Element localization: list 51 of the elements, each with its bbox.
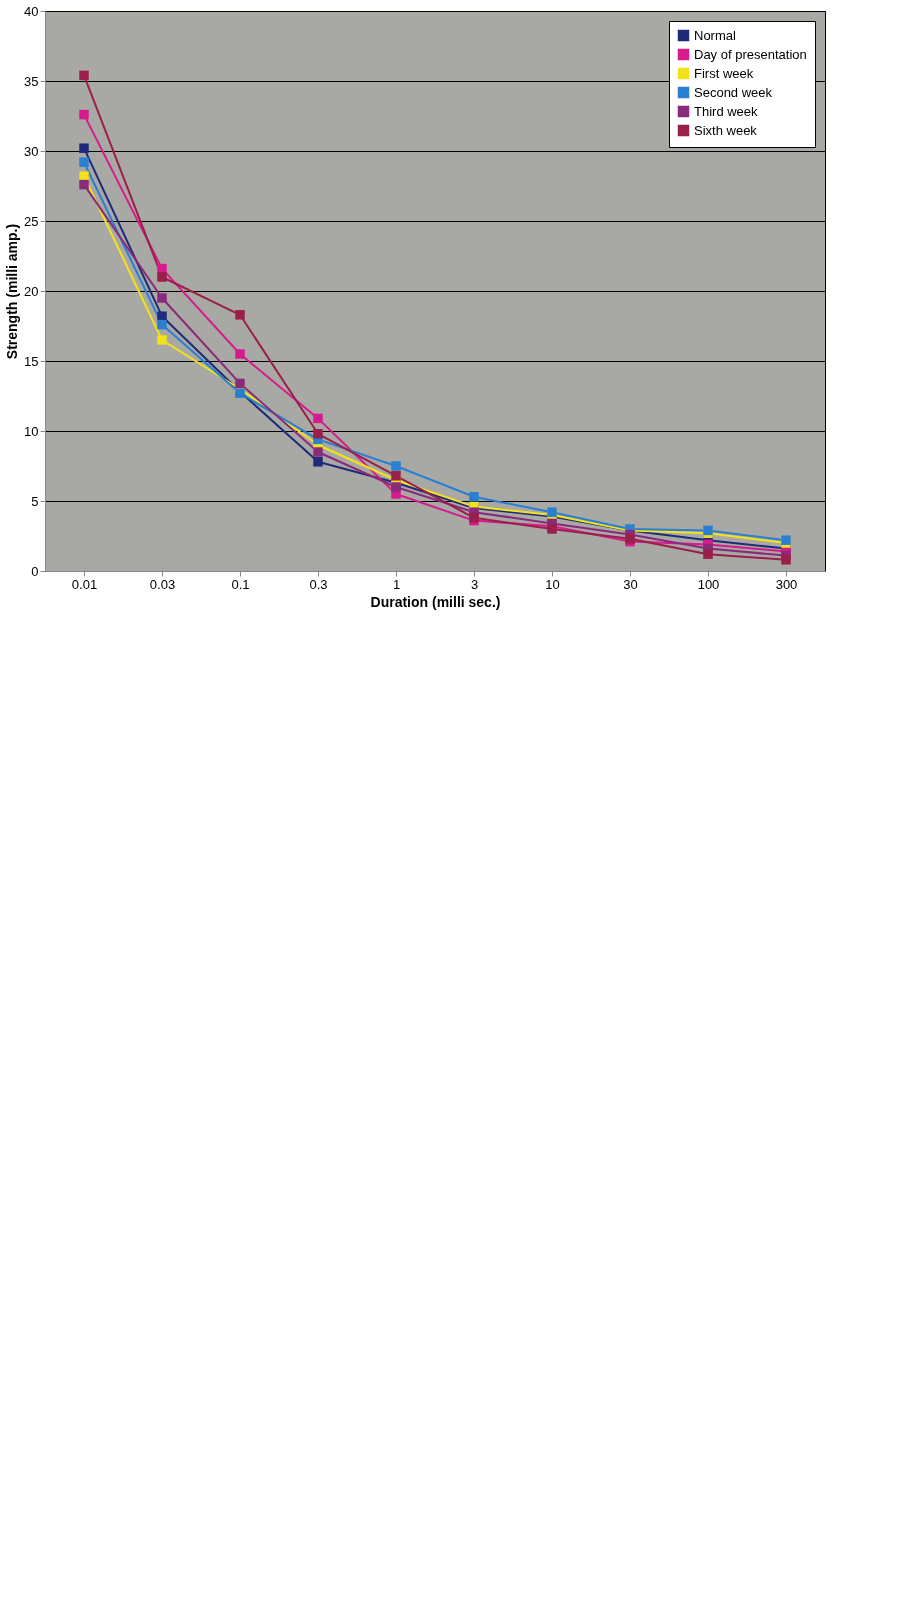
y-tick-label: 10 [24, 423, 39, 439]
x-tick-label: 1 [392, 576, 401, 592]
point [157, 319, 167, 330]
point [79, 171, 89, 181]
y-tick-label: 40 [24, 3, 39, 19]
x-tick-label: 100 [697, 576, 720, 592]
x-tick-label: 10 [545, 576, 560, 592]
y-tick-label: 15 [24, 353, 39, 369]
point [235, 349, 245, 359]
point [313, 457, 323, 467]
x-tick-label: 30 [623, 576, 638, 592]
point [313, 447, 323, 457]
point [79, 143, 89, 153]
legend-label: Second week [694, 84, 773, 100]
point [235, 378, 245, 389]
point [79, 70, 89, 81]
point [157, 311, 167, 321]
point [391, 461, 401, 471]
point [703, 549, 713, 559]
x-tick-label: 0.3 [309, 576, 328, 592]
point [313, 413, 323, 424]
legend-label: Normal [694, 27, 737, 43]
point [313, 429, 323, 439]
y-tick-label: 30 [24, 143, 39, 159]
y-tick-label: 25 [24, 213, 39, 229]
x-tick-label: 0.1 [231, 576, 250, 592]
point [157, 272, 167, 282]
point [79, 179, 89, 190]
x-axis-title: Duration (milli sec.) [370, 593, 501, 610]
legend-label: Sixth week [694, 122, 758, 138]
point [391, 482, 401, 492]
legend-label: Third week [694, 103, 759, 119]
y-tick-label: 20 [24, 283, 39, 299]
point [781, 555, 791, 565]
legend-label: Day of presentation [694, 46, 807, 62]
point [79, 109, 89, 120]
point [79, 157, 89, 167]
y-axis-title: Strength (milli amp.) [4, 223, 21, 360]
point [391, 471, 401, 481]
point [157, 293, 167, 303]
x-tick-label: 0.01 [71, 576, 98, 592]
y-tick-label: 5 [31, 493, 39, 509]
x-tick-label: 300 [775, 576, 798, 592]
y-tick-label: 35 [24, 73, 39, 89]
x-tick-label: 0.03 [149, 576, 176, 592]
point [157, 335, 167, 345]
legend-label: First week [694, 65, 754, 81]
y-tick-label: 0 [31, 563, 39, 579]
x-tick-label: 3 [470, 576, 479, 592]
point [469, 492, 479, 502]
point [235, 310, 245, 320]
